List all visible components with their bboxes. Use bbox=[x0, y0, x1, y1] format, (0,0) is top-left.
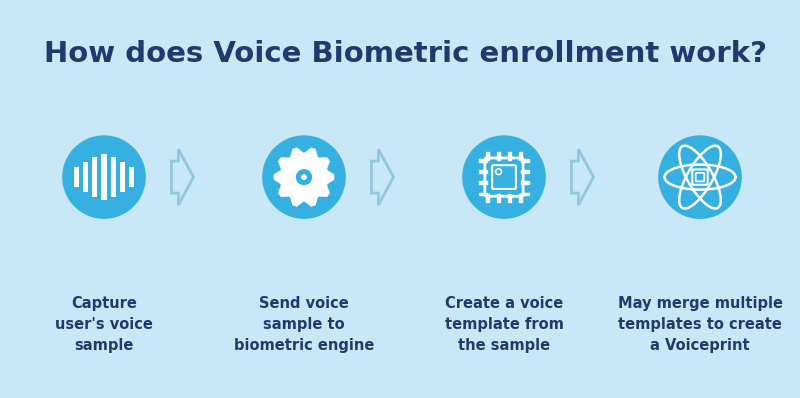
Bar bbox=[508, 152, 511, 160]
Bar bbox=[83, 162, 88, 192]
Polygon shape bbox=[571, 149, 594, 205]
Bar bbox=[102, 154, 106, 200]
Text: Capture
user's voice
sample: Capture user's voice sample bbox=[55, 296, 153, 353]
Bar bbox=[486, 152, 489, 160]
Bar bbox=[92, 157, 98, 197]
Bar bbox=[497, 152, 500, 160]
Bar bbox=[110, 157, 116, 197]
Text: Send voice
sample to
biometric engine: Send voice sample to biometric engine bbox=[234, 296, 374, 353]
Bar bbox=[479, 159, 487, 162]
Circle shape bbox=[62, 135, 146, 219]
Bar bbox=[521, 159, 529, 162]
Bar bbox=[521, 193, 529, 195]
Polygon shape bbox=[371, 149, 394, 205]
Bar bbox=[519, 194, 522, 202]
Circle shape bbox=[658, 135, 742, 219]
Bar bbox=[479, 181, 487, 184]
Text: How does Voice Biometric enrollment work?: How does Voice Biometric enrollment work… bbox=[44, 40, 767, 68]
Bar bbox=[74, 168, 79, 187]
Bar bbox=[497, 194, 500, 202]
Text: Create a voice
template from
the sample: Create a voice template from the sample bbox=[445, 296, 563, 353]
FancyBboxPatch shape bbox=[692, 170, 708, 185]
Bar bbox=[521, 181, 529, 184]
Circle shape bbox=[295, 168, 313, 186]
Circle shape bbox=[462, 135, 546, 219]
Bar bbox=[508, 194, 511, 202]
Bar bbox=[479, 193, 487, 195]
Bar bbox=[479, 170, 487, 173]
Polygon shape bbox=[171, 149, 194, 205]
Circle shape bbox=[262, 135, 346, 219]
Bar bbox=[521, 170, 529, 173]
Bar bbox=[120, 162, 125, 192]
Polygon shape bbox=[274, 148, 334, 206]
Bar bbox=[129, 168, 134, 187]
Bar bbox=[519, 152, 522, 160]
Bar bbox=[486, 194, 489, 202]
Circle shape bbox=[301, 174, 307, 180]
Text: May merge multiple
templates to create
a Voiceprint: May merge multiple templates to create a… bbox=[618, 296, 782, 353]
